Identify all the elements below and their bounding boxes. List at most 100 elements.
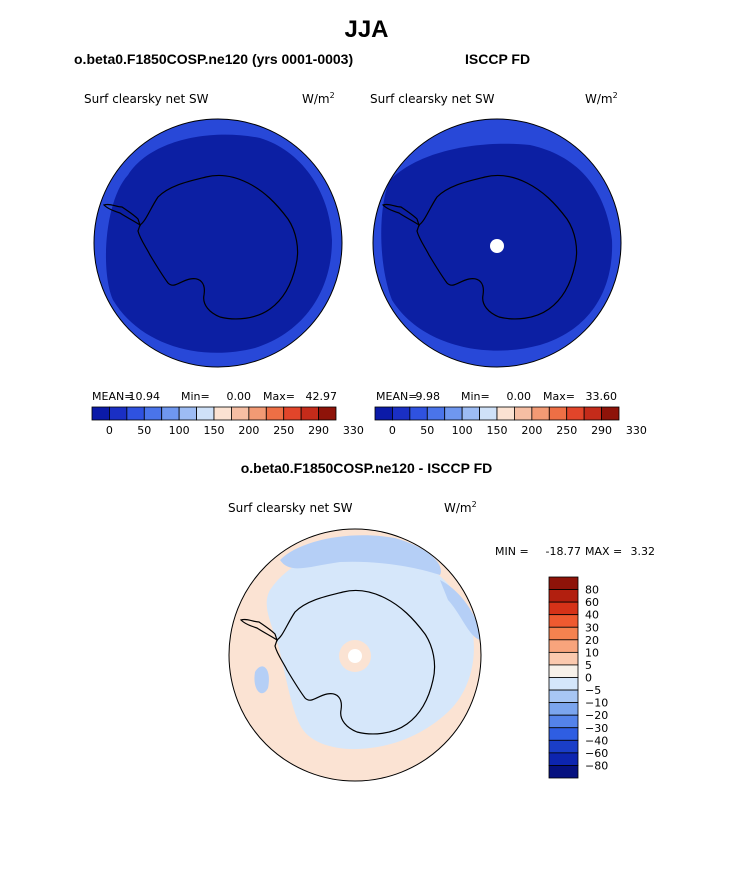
diff-colorbar-tick: 20 — [585, 634, 599, 647]
diff-colorbar-box — [548, 739, 579, 754]
left-colorbar-box — [196, 406, 215, 421]
left-colorbar-box — [213, 406, 232, 421]
diff-colorbar-tick: −10 — [585, 697, 608, 710]
diff-map — [229, 529, 481, 781]
left-colorbar-tick: 100 — [169, 424, 190, 437]
right-colorbar-box — [514, 406, 533, 421]
right-colorbar-tick: 50 — [420, 424, 434, 437]
left-colorbar-tick: 150 — [204, 424, 225, 437]
diff-colorbar-tick: 0 — [585, 672, 592, 685]
left-colorbar-box — [161, 406, 180, 421]
left-colorbar: 0 50 100 150 200 250 290 330 — [91, 406, 364, 437]
left-variable-label: Surf clearsky net SW — [84, 92, 209, 106]
right-map — [373, 119, 621, 367]
diff-map-border — [228, 528, 482, 782]
left-max-value: 42.97 — [306, 390, 338, 403]
diff-colorbar-box — [548, 714, 579, 729]
left-colorbar-box — [91, 406, 110, 421]
right-colorbar-box — [461, 406, 480, 421]
diff-colorbar-box — [548, 589, 579, 603]
diff-colorbar-box — [548, 614, 579, 628]
left-stats: MEAN= 10.94 Min= 0.00 Max= 42.97 — [92, 390, 337, 403]
left-map — [94, 119, 342, 367]
left-map-border — [93, 118, 343, 368]
right-stats: MEAN= 9.98 Min= 0.00 Max= 33.60 — [376, 390, 617, 403]
diff-colorbar-tick: 30 — [585, 621, 599, 634]
diff-colorbar-box — [548, 576, 579, 590]
left-colorbar-box — [300, 406, 319, 421]
right-colorbar-box — [601, 406, 620, 421]
right-mean-label: MEAN= — [376, 390, 417, 403]
right-colorbar-tick: 150 — [487, 424, 508, 437]
right-colorbar-tick: 100 — [452, 424, 473, 437]
right-colorbar-box — [426, 406, 446, 421]
left-interior-field — [105, 134, 332, 353]
right-colorbar-tick: 330 — [626, 424, 647, 437]
left-colorbar-box — [143, 406, 163, 421]
diff-colorbar-box — [548, 752, 579, 766]
right-max-value: 33.60 — [586, 390, 618, 403]
diff-colorbar-tick: 60 — [585, 596, 599, 609]
diff-colorbar-tick: 80 — [585, 584, 599, 597]
left-colorbar-box — [248, 406, 267, 421]
diff-colorbar-box — [548, 639, 579, 653]
right-colorbar-box — [374, 406, 393, 421]
diff-patch-east — [440, 580, 481, 640]
right-colorbar-box — [444, 406, 463, 421]
diff-colorbar-box — [548, 677, 579, 691]
diff-colorbar-box — [548, 689, 579, 704]
left-colorbar-tick: 200 — [238, 424, 259, 437]
left-colorbar-tick: 330 — [343, 424, 364, 437]
right-units-label: W/m2 — [585, 91, 618, 106]
right-missing-pole — [490, 239, 504, 253]
left-mean-value: 10.94 — [129, 390, 161, 403]
left-colorbar-box — [109, 406, 128, 421]
diff-colorbar-tick: 5 — [585, 659, 592, 672]
left-panel-title: o.beta0.F1850COSP.ne120 (yrs 0001-0003) — [74, 51, 354, 67]
diff-patch-west — [254, 666, 269, 694]
right-variable-label: Surf clearsky net SW — [370, 92, 495, 106]
right-min-value: 0.00 — [507, 390, 532, 403]
diff-colorbar-box — [548, 601, 579, 616]
right-colorbar-tick: 290 — [591, 424, 612, 437]
diff-stats: MIN = -18.77 MAX = 3.32 — [495, 545, 655, 558]
diff-colorbar-box — [548, 626, 579, 641]
diff-main-field — [266, 547, 474, 750]
diff-colorbar-tick: −20 — [585, 709, 608, 722]
left-colorbar-tick: 50 — [137, 424, 151, 437]
left-max-label: Max= — [263, 390, 295, 403]
left-colorbar-box — [231, 406, 250, 421]
diff-colorbar-box — [548, 664, 579, 678]
diff-colorbar-tick: −30 — [585, 722, 608, 735]
right-mean-value: 9.98 — [416, 390, 441, 403]
diff-pole-center — [348, 649, 362, 663]
diff-colorbar-tick: −60 — [585, 747, 608, 760]
diff-variable-label: Surf clearsky net SW — [228, 501, 353, 515]
left-colorbar-box — [126, 406, 145, 421]
diff-colorbar-tick: −80 — [585, 759, 608, 772]
right-colorbar-tick: 200 — [521, 424, 542, 437]
left-colorbar-box — [318, 406, 337, 421]
diff-colorbar-box — [548, 727, 579, 741]
left-colorbar-box — [283, 406, 302, 421]
left-colorbar-box — [178, 406, 197, 421]
diff-patch-north — [280, 535, 441, 575]
right-colorbar-tick: 0 — [389, 424, 396, 437]
right-colorbar-box — [531, 406, 550, 421]
diff-colorbar-box — [548, 702, 579, 716]
diff-colorbar-tick: −5 — [585, 684, 601, 697]
right-colorbar-box — [583, 406, 602, 421]
diff-colorbar-tick: 40 — [585, 609, 599, 622]
right-colorbar-box — [479, 406, 498, 421]
left-colorbar-tick: 0 — [106, 424, 113, 437]
right-max-label: Max= — [543, 390, 575, 403]
left-units-label: W/m2 — [302, 91, 335, 106]
left-colorbar-tick: 250 — [273, 424, 294, 437]
left-min-label: Min= — [181, 390, 210, 403]
left-colorbar-tick: 290 — [308, 424, 329, 437]
diff-colorbar-box — [548, 765, 579, 779]
right-colorbar-box — [409, 406, 428, 421]
diff-max-label: MAX = — [585, 545, 622, 558]
left-min-value: 0.00 — [227, 390, 252, 403]
